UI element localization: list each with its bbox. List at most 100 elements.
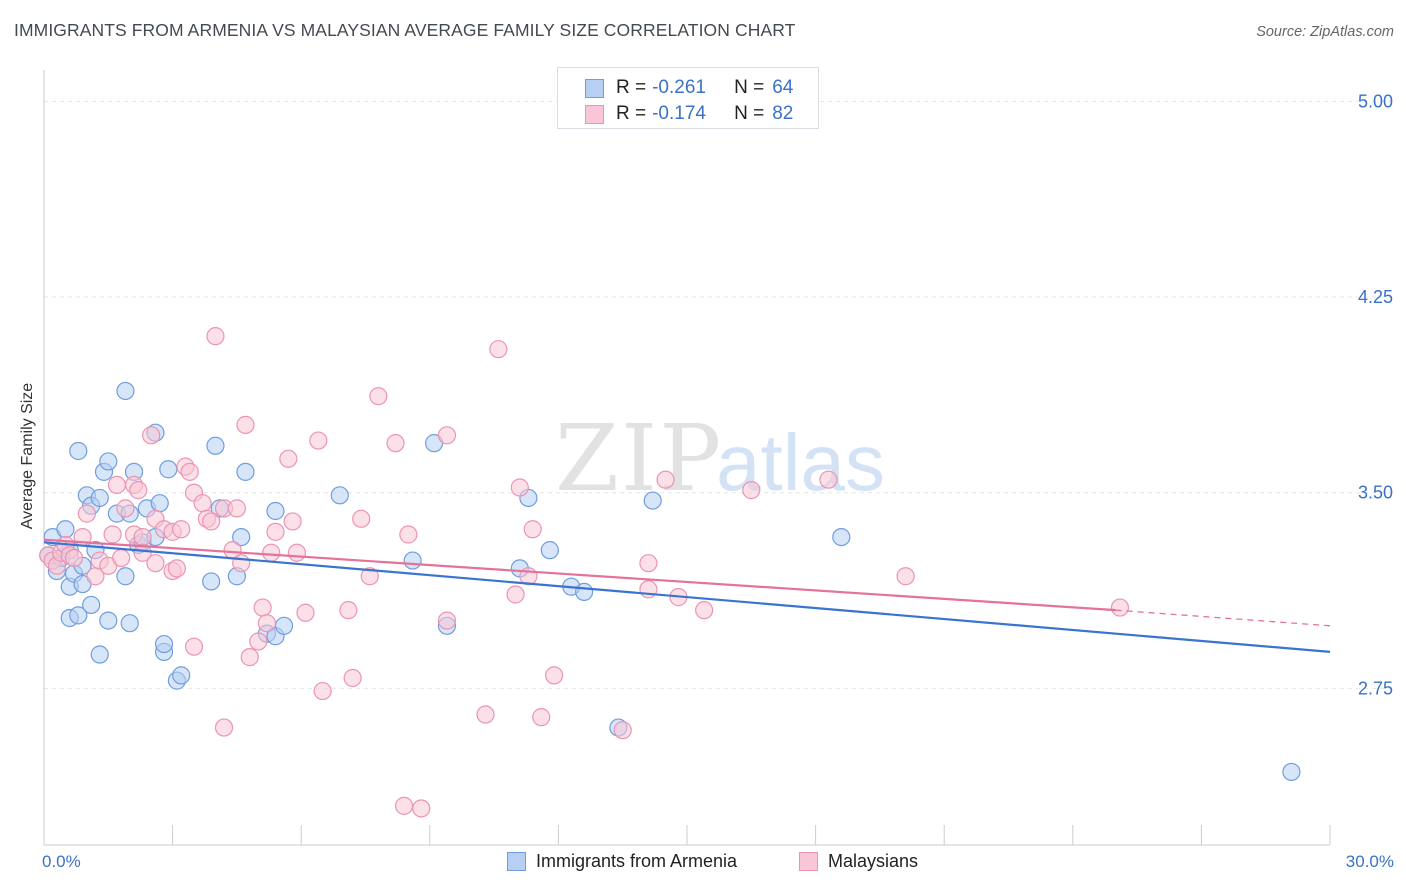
malaysians-point [146, 554, 165, 573]
legend-swatch-pink [799, 852, 818, 871]
malaysians-point [266, 522, 285, 541]
y-tick-labels: 5.00 4.25 3.50 2.75 [1358, 91, 1393, 698]
malaysians-point [227, 499, 246, 518]
legend-n-label: N = [734, 77, 765, 98]
armenia-point [540, 541, 559, 560]
armenia-point [116, 567, 135, 586]
malaysians-point [214, 718, 234, 737]
axes [43, 70, 1331, 846]
malaysians-point [489, 340, 508, 359]
malaysians-point [639, 554, 658, 573]
malaysians-point [412, 799, 431, 818]
armenia-point [1282, 762, 1301, 782]
malaysians-point [103, 525, 122, 544]
y-tick-label: 3.50 [1358, 483, 1393, 503]
malaysians-point [129, 481, 148, 500]
malaysians-point [532, 708, 551, 727]
malaysians-point [352, 509, 371, 528]
y-tick-label: 2.75 [1358, 678, 1393, 698]
malaysians-point [232, 554, 251, 573]
armenia-point [69, 441, 88, 461]
legend-r-value: -0.174 [652, 103, 706, 124]
armenia-point [56, 520, 75, 539]
malaysians-point [369, 387, 388, 406]
malaysians-point [695, 601, 714, 620]
malaysians-point [287, 543, 307, 562]
malaysians-point [545, 666, 564, 685]
malaysians-point [506, 585, 525, 604]
legend-r-label: R = [616, 77, 647, 98]
malaysians-point [64, 548, 84, 568]
legend-n-label: N = [734, 103, 765, 124]
malaysians-point [896, 567, 915, 586]
series-armenia-points [39, 381, 1301, 782]
legend-row-armenia: R = -0.261 N = 64 [585, 76, 793, 100]
malaysians-trend-line [43, 538, 1116, 612]
series-malaysians-points [39, 327, 1130, 818]
watermark: ZIP atlas [555, 405, 885, 512]
armenia-point [330, 486, 349, 505]
malaysians-point [116, 499, 135, 518]
armenia-point [82, 595, 101, 615]
watermark-atlas-text: atlas [716, 418, 885, 507]
legend-r-value: -0.261 [652, 77, 706, 98]
legend-swatch-pink [585, 104, 604, 124]
armenia-point [99, 611, 118, 630]
malaysians-point [360, 567, 379, 586]
series-legend: Immigrants from Armenia Malaysians [0, 851, 1406, 877]
armenia-point [236, 462, 255, 481]
armenia-point [172, 666, 191, 685]
malaysians-point [202, 512, 221, 531]
malaysians-point [742, 481, 761, 500]
legend-r-label: R = [616, 103, 647, 124]
malaysians-point [510, 478, 529, 497]
x-tick-label-max: 30.0% [1345, 852, 1394, 871]
malaysians-point [309, 431, 328, 450]
armenia-point [643, 491, 662, 510]
malaysians-point [180, 462, 199, 481]
malaysians-point [262, 543, 281, 562]
malaysians-point [112, 548, 131, 568]
armenia-point [274, 616, 294, 635]
malaysians-point [394, 796, 414, 815]
armenia-point [154, 634, 174, 654]
malaysians-point [253, 598, 272, 617]
armenia-point [575, 582, 594, 601]
malaysians-point [184, 637, 204, 656]
malaysians-point [193, 494, 212, 513]
malaysians-trend-extension [1115, 609, 1331, 627]
malaysians-point [206, 327, 225, 346]
malaysians-point [77, 504, 96, 523]
malaysians-point [476, 705, 495, 724]
armenia-point [403, 551, 422, 570]
legend-n-value: 82 [772, 103, 794, 124]
legend-item-armenia: Immigrants from Armenia [507, 851, 737, 872]
malaysians-point [313, 681, 332, 701]
legend-label-armenia: Immigrants from Armenia [536, 851, 738, 871]
malaysians-point [386, 434, 405, 453]
correlation-legend: R = -0.261 N = 64 R = -0.174 N = 82 [557, 67, 819, 129]
malaysians-point [1110, 598, 1130, 617]
malaysians-point [656, 470, 675, 489]
source-label: Source: ZipAtlas.com [1256, 24, 1394, 40]
malaysians-point [172, 520, 191, 539]
malaysians-point [133, 527, 152, 547]
malaysians-point [236, 415, 255, 434]
malaysians-point [167, 559, 186, 578]
x-tick-label-min: 0.0% [42, 852, 81, 871]
malaysians-point [339, 601, 358, 620]
armenia-point [202, 572, 221, 591]
legend-label-malaysians: Malaysians [828, 851, 919, 871]
armenia-point [116, 381, 135, 401]
legend-item-malaysians: Malaysians [799, 851, 918, 872]
armenia-point [90, 645, 109, 664]
malaysians-point [142, 426, 161, 445]
malaysians-point [279, 449, 298, 468]
legend-swatch-blue [585, 78, 604, 98]
malaysians-point [399, 525, 418, 544]
armenia-point [90, 488, 109, 508]
y-tick-label: 4.25 [1358, 287, 1393, 307]
legend-row-malaysians: R = -0.174 N = 82 [585, 102, 793, 126]
malaysians-point [613, 721, 632, 740]
